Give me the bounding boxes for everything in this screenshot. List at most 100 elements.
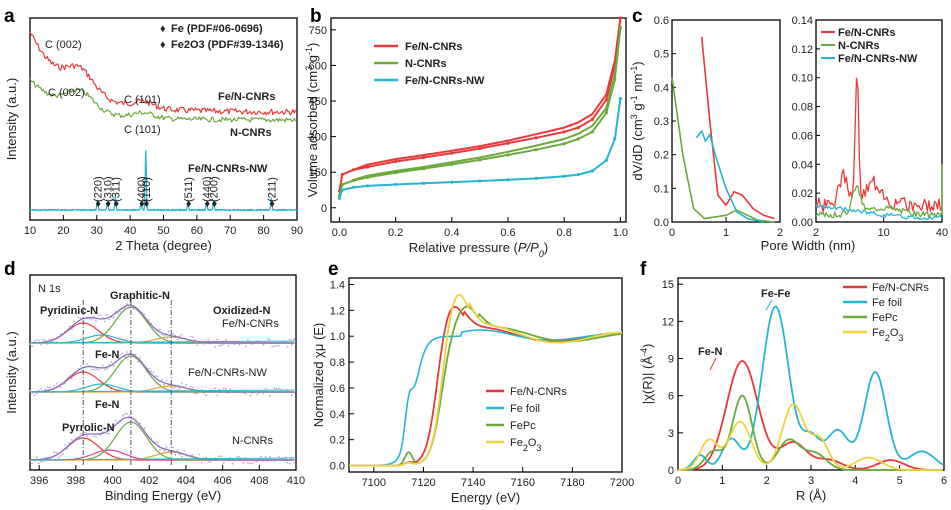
- data-point: [88, 317, 91, 320]
- data-point: [196, 344, 199, 347]
- data-point: [178, 387, 181, 390]
- y-tick-label: 15: [662, 279, 674, 291]
- x-tick-label: 6: [941, 475, 947, 487]
- data-point: [172, 332, 174, 335]
- x-tick-label: 0.4: [444, 227, 459, 239]
- data-point: [604, 98, 608, 102]
- baseline: [29, 389, 297, 393]
- data-point: [70, 377, 73, 380]
- data-point: [55, 382, 58, 385]
- data-point: [143, 313, 146, 316]
- data-point: [291, 394, 293, 397]
- y-tick-label: 1.0: [330, 331, 345, 343]
- data-point: [125, 303, 128, 305]
- series-line-Fe2O3: [678, 403, 943, 471]
- y-tick-label: 0.0: [654, 217, 669, 229]
- data-point: [35, 392, 38, 395]
- series-line-Fe-N-CNRs-NW-micro: [695, 130, 764, 223]
- data-point: [73, 320, 75, 323]
- data-point: [176, 338, 179, 341]
- envelope-fit: [30, 416, 295, 461]
- data-point: [534, 148, 538, 152]
- data-point: [269, 338, 271, 341]
- data-point: [205, 394, 208, 397]
- data-point: [154, 331, 157, 333]
- data-point: [79, 432, 82, 435]
- peak-marker: ♦: [105, 198, 111, 210]
- series-line-Fe-foil: [678, 305, 944, 471]
- baseline: [29, 457, 297, 461]
- x-tick-label: 4: [852, 475, 858, 487]
- data-point: [244, 392, 247, 395]
- data-point: [143, 427, 146, 430]
- data-point: [590, 117, 594, 122]
- panel-label-c: c: [632, 6, 643, 27]
- panel-label-f: f: [640, 259, 647, 280]
- data-point: [136, 425, 139, 428]
- series-line-Fe-N-CNRs-meso: [815, 77, 943, 213]
- data-point: [216, 394, 219, 397]
- data-point: [165, 446, 168, 448]
- y-tick-label: 0.06: [792, 130, 813, 142]
- data-point: [165, 379, 168, 382]
- series-line-Fe-N-CNRs-NW-meso: [815, 204, 943, 221]
- data-point: [55, 451, 58, 454]
- data-point: [394, 182, 398, 187]
- peak-label: (310): [102, 176, 114, 202]
- component-label: Oxidized-N: [213, 305, 271, 317]
- data-point: [450, 162, 454, 166]
- data-point: [291, 344, 293, 347]
- data-point: [198, 391, 201, 394]
- data-point: [119, 354, 122, 357]
- x-tick-label: 2: [764, 475, 770, 487]
- data-point: [90, 318, 93, 321]
- component-label: Graphitic-N: [110, 290, 170, 302]
- data-point: [220, 455, 223, 458]
- legend-entry: Fe foil: [510, 403, 540, 415]
- data-point: [75, 324, 78, 326]
- peak-marker: ♦: [139, 198, 145, 210]
- peak-marker: ♦: [95, 198, 101, 210]
- x-tick-label: 1: [723, 227, 729, 239]
- data-point: [203, 342, 205, 345]
- component-label: Fe-N: [95, 399, 120, 411]
- panel-d-frame: [29, 274, 297, 471]
- panel-title: N 1s: [38, 283, 61, 295]
- data-point: [97, 369, 100, 371]
- y-axis-title: dV/dD (cm3 g-1 nm-1): [629, 61, 645, 180]
- x-tick-label: 30: [91, 225, 103, 237]
- data-point: [180, 333, 183, 336]
- legend-marker: ♦: [160, 23, 166, 35]
- x-tick-label: 406: [213, 475, 231, 487]
- data-point: [422, 181, 426, 185]
- annotation-c101: C (101): [124, 124, 161, 136]
- data-point: [214, 387, 216, 390]
- data-point: [92, 368, 95, 371]
- data-point: [192, 386, 194, 389]
- data-point: [264, 387, 267, 390]
- data-point: [123, 413, 126, 416]
- x-tick-label: 60: [191, 225, 203, 237]
- x-tick-label: 1.0: [613, 227, 628, 239]
- data-point: [84, 431, 86, 434]
- y-tick-label: 3: [668, 428, 674, 440]
- data-point: [251, 343, 254, 346]
- y-tick-label: 750: [309, 25, 327, 37]
- data-point: [176, 449, 179, 452]
- data-point: [44, 339, 47, 342]
- baseline: [29, 340, 297, 344]
- data-point: [90, 368, 93, 371]
- legend-entry: Fe foil: [872, 297, 902, 309]
- x-tick-label: 40: [936, 227, 948, 239]
- data-point: [128, 415, 130, 418]
- series-line-N-CNRs: [29, 78, 297, 123]
- y-tick-label: 0.1: [654, 183, 669, 195]
- data-point: [340, 188, 344, 192]
- data-point: [236, 456, 238, 458]
- peak-label: (220): [92, 176, 104, 202]
- x-tick-label: 70: [224, 225, 236, 237]
- y-tick-label: 0.2: [654, 150, 669, 162]
- peak-marker: ♦: [212, 198, 218, 210]
- data-point: [79, 317, 82, 320]
